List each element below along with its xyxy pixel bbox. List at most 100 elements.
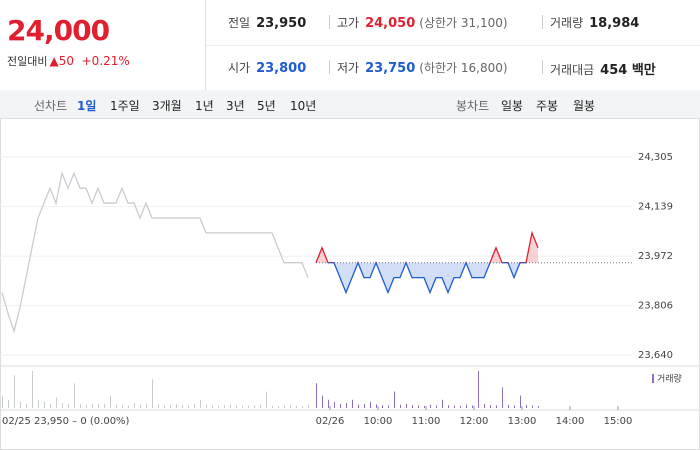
change-pct: +0.21% [81,54,130,68]
tab-bar: 선차트 1일 1주일 3개월 1년 3년 5년 10년 봉차트 일봉 주봉 월봉 [0,90,700,119]
tab-group-label: 선차트 [34,99,68,113]
volume-bar [502,387,503,408]
volume-bar [472,405,473,408]
volume-bar [376,404,377,408]
x-tick-label: 11:00 [412,416,441,427]
volume-bar [496,405,497,408]
y-tick-label: 23,806 [638,301,673,312]
volume-bar [104,403,105,408]
x-tick-label: 13:00 [508,416,537,427]
tab[interactable]: 10년 [290,99,317,113]
stat-label: 전일 [228,16,251,30]
volume-bar [8,399,9,408]
volume-bar [454,405,455,408]
volume-bar [526,405,527,408]
volume-bar [26,403,27,408]
stat: 시가 23,800 [228,59,306,76]
volume-bar [424,405,425,408]
summary: 24,000 전일대비 ▲50 +0.21% 전일 23,950 고가 24,050 (상… [0,0,700,91]
volume-bar [50,403,51,408]
volume-bar [352,399,353,408]
volume-legend: 거래량 [657,373,682,385]
chart: 23,640 23,806 23,972 24,139 24,305 거래량 02/25 2… [0,118,700,450]
volume-bar [436,405,437,408]
x-tick-label: 14:00 [556,416,585,427]
tab[interactable]: 1년 [195,99,214,113]
volume-bar [328,399,329,408]
separator [329,15,330,29]
volume-bar [218,405,219,408]
volume-bar [20,401,21,408]
volume-bar [442,399,443,408]
tab[interactable]: 일봉 [501,99,524,113]
price-line [315,230,539,295]
stat-note: (하한가 16,800) [419,61,508,75]
volume-bar [278,405,279,408]
tab-group-label: 봉차트 [456,99,490,113]
volume-bar [406,403,407,408]
stat: 고가 24,050 (상한가 31,100) [337,14,508,31]
volume-bar [200,399,201,408]
volume-bar [484,403,485,408]
volume-bar [74,383,75,408]
stat-note: (상한가 31,100) [419,16,508,30]
stat-value: 24,050 [365,16,416,31]
volume-bar [520,395,521,408]
volume-bar [394,391,395,408]
stat-value: 23,800 [256,61,307,76]
tab[interactable]: 3개월 [152,99,182,113]
stat-value: 454 백만 [600,63,656,78]
stat-value: 23,750 [365,61,416,76]
volume-bar [532,405,533,408]
change: 전일대비 ▲50 +0.21% [7,53,130,69]
volume-bar [152,379,153,408]
volume-bar [98,403,99,408]
stat-value: 23,950 [256,16,307,31]
volume-legend-swatch [652,374,654,383]
stat-label: 시가 [228,61,251,75]
tab[interactable]: 1일 [77,99,97,113]
row-divider [206,45,700,46]
y-tick-label: 24,139 [638,201,673,212]
volume-bar [164,405,165,408]
volume-bar [308,404,309,408]
volume-bar [68,403,69,408]
x-tick-label: 15:00 [604,416,633,427]
volume-bar [146,404,147,408]
stat-value: 18,984 [589,16,640,31]
tab[interactable]: 5년 [257,99,276,113]
volume-bar [236,405,237,408]
change-label: 전일대비 [7,55,48,68]
volume-bar [194,403,195,408]
tab[interactable]: 월봉 [573,99,596,113]
x-tick-label: 10:00 [364,416,393,427]
tab[interactable]: 3년 [226,99,245,113]
stat-label: 고가 [337,16,360,30]
volume-bar [340,403,341,408]
volume-bar [316,383,317,408]
price: 24,000 [7,14,110,47]
volume-bar [412,405,413,408]
volume-bar [242,405,243,408]
volume-bar [116,404,117,408]
price-line [1,171,309,334]
tab[interactable]: 주봉 [536,99,559,113]
volume-bar [322,395,323,408]
stat-label: 거래대금 [550,63,595,77]
tab[interactable]: 1주일 [110,99,140,113]
volume-bar [92,404,93,408]
volume-bar [128,405,129,408]
volume-bar [38,399,39,408]
volume-bar [32,371,33,408]
volume-bar [418,405,419,408]
volume-bar [358,404,359,408]
volume-bar [212,405,213,408]
volume-bar [508,404,509,408]
x-tick-label: 12:00 [460,416,489,427]
volume-bar [62,403,63,408]
volume-bar [514,405,515,408]
change-value: ▲50 [49,54,74,68]
volume-bar [182,405,183,408]
volume-bar [110,395,111,408]
